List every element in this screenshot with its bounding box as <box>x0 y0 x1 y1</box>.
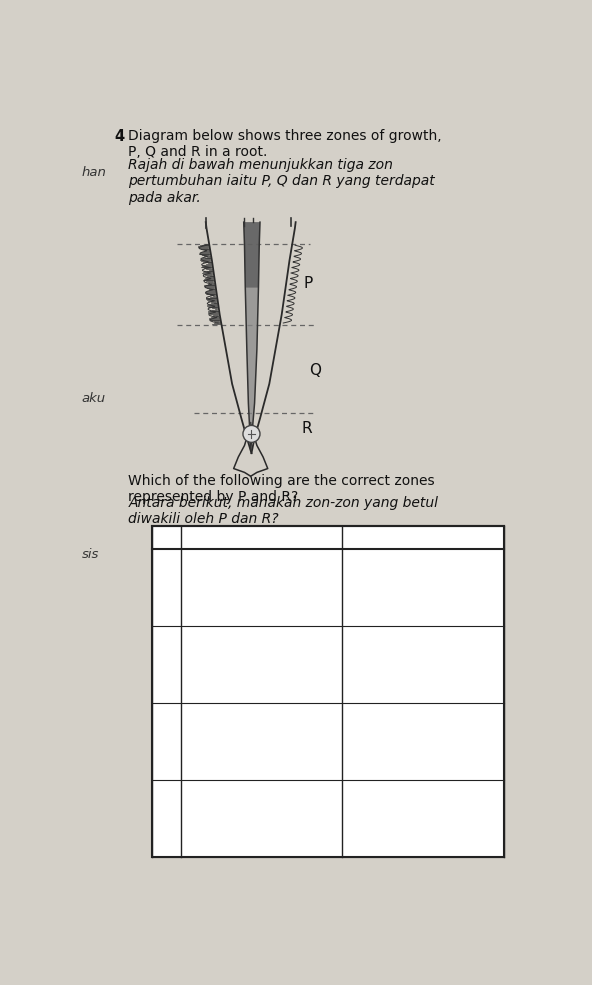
Text: differentiation: differentiation <box>217 807 306 820</box>
Text: aku: aku <box>82 392 106 405</box>
Text: R: R <box>417 530 429 545</box>
Text: 4: 4 <box>114 129 124 144</box>
Text: Zon pembahagian: Zon pembahagian <box>366 818 480 831</box>
Text: Zon pembezaan: Zon pembezaan <box>372 741 474 754</box>
Text: Zone of cell: Zone of cell <box>387 796 460 809</box>
Text: Zone of cell: Zone of cell <box>387 641 460 655</box>
Text: sel: sel <box>414 598 432 611</box>
Text: P: P <box>304 276 313 291</box>
Text: A: A <box>160 576 172 591</box>
Text: Which of the following are the correct zones
represented by P and R?: Which of the following are the correct z… <box>128 474 435 504</box>
Text: R: R <box>301 421 312 435</box>
Text: sel: sel <box>414 753 432 765</box>
Text: Zone of cell: Zone of cell <box>225 796 298 809</box>
Text: differentiation: differentiation <box>379 730 468 743</box>
Polygon shape <box>244 223 260 288</box>
Text: Zon pembahagian: Zon pembahagian <box>366 664 480 677</box>
Text: han: han <box>82 165 107 179</box>
Text: elongation: elongation <box>390 576 456 589</box>
Text: P: P <box>256 530 267 545</box>
Text: Zone of cell: Zone of cell <box>387 564 460 577</box>
Text: Zon pemanjangan: Zon pemanjangan <box>205 741 318 754</box>
Text: division: division <box>399 653 447 666</box>
Text: Zon pemanjangan: Zon pemanjangan <box>205 664 318 677</box>
Text: division: division <box>237 576 285 589</box>
Text: Zone of cell: Zone of cell <box>225 564 298 577</box>
Text: Zone of cell: Zone of cell <box>225 719 298 732</box>
Text: Zone of cell: Zone of cell <box>225 641 298 655</box>
Circle shape <box>243 426 260 442</box>
Text: elongation: elongation <box>229 653 295 666</box>
Text: sel: sel <box>414 675 432 689</box>
Text: elongation: elongation <box>229 730 295 743</box>
Text: Zone of cell: Zone of cell <box>387 719 460 732</box>
Text: sel: sel <box>253 829 271 842</box>
Bar <box>152 526 504 857</box>
Text: Q: Q <box>310 363 321 378</box>
Text: Zon pemanjangan: Zon pemanjangan <box>366 587 480 600</box>
Text: C: C <box>161 730 172 745</box>
Text: Zon pembezaan: Zon pembezaan <box>211 818 312 831</box>
Text: Diagram below shows three zones of growth,
P, Q and R in a root.: Diagram below shows three zones of growt… <box>128 129 442 160</box>
Text: sel: sel <box>414 829 432 842</box>
Text: Zon pembahagian: Zon pembahagian <box>205 587 318 600</box>
Text: division: division <box>399 807 447 820</box>
Text: D: D <box>160 807 172 821</box>
Text: sel: sel <box>253 675 271 689</box>
Text: sel: sel <box>253 598 271 611</box>
Polygon shape <box>244 223 260 449</box>
Text: B: B <box>160 653 172 668</box>
Text: Rajah di bawah menunjukkan tiga zon
pertumbuhan iaitu P, Q dan R yang terdapat
p: Rajah di bawah menunjukkan tiga zon pert… <box>128 159 435 205</box>
Text: Antara berikut, manakah zon-zon yang betul
diwakili oleh P dan R?: Antara berikut, manakah zon-zon yang bet… <box>128 495 438 526</box>
Text: sel: sel <box>253 753 271 765</box>
Text: sis: sis <box>82 548 99 560</box>
